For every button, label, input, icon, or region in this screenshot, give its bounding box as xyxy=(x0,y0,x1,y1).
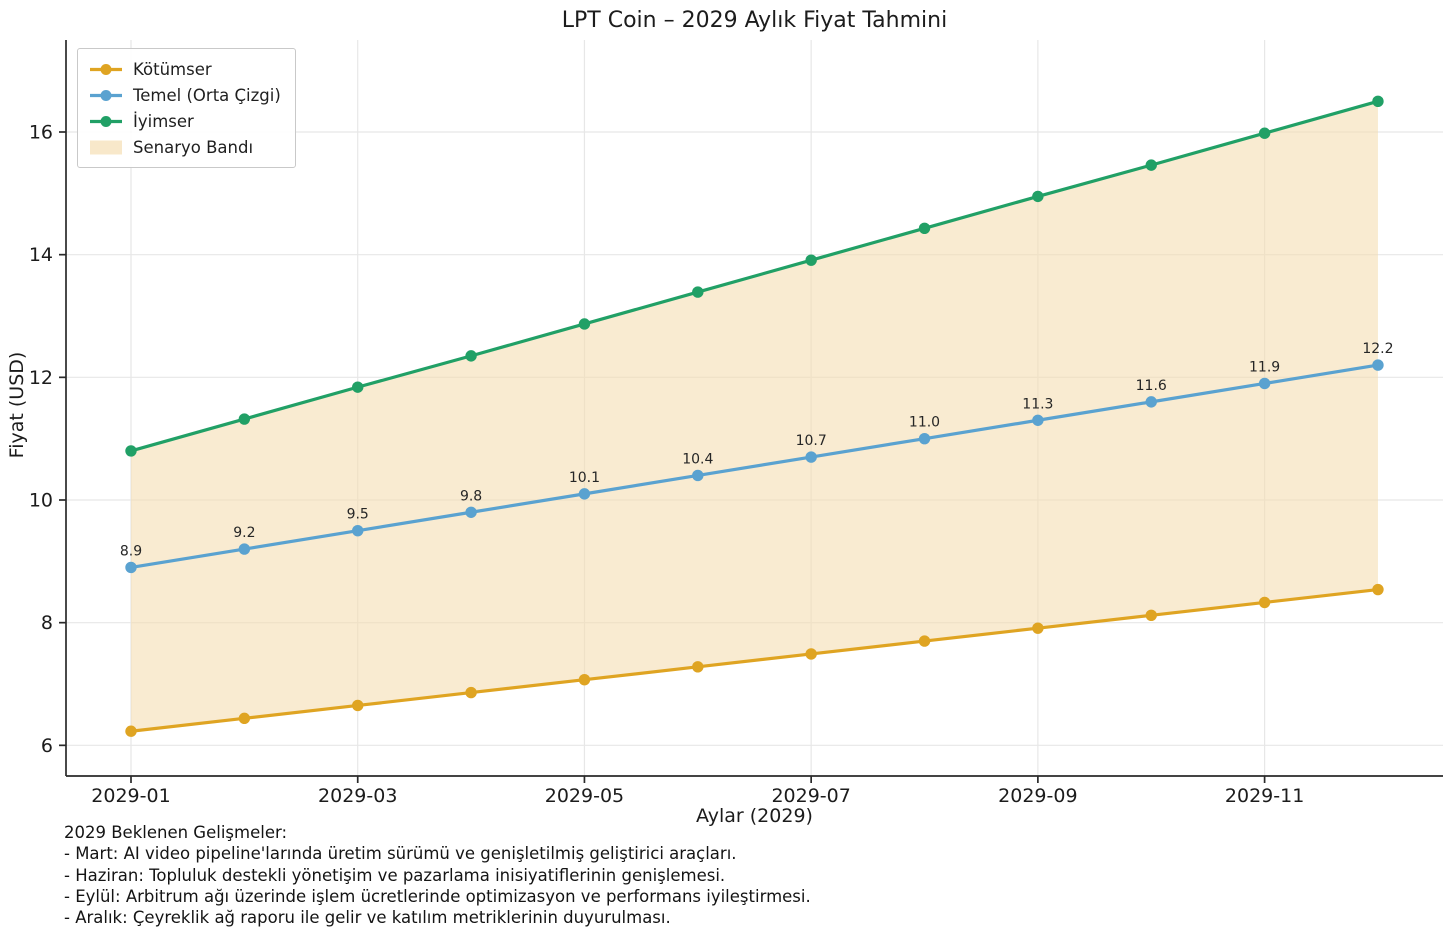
series-marker-i-yimser xyxy=(1145,159,1157,171)
point-label: 11.6 xyxy=(1136,378,1167,394)
legend-item-k-t-mser: Kötümser xyxy=(90,56,281,82)
footer-notes: 2029 Beklenen Gelişmeler: - Mart: AI vid… xyxy=(64,822,811,928)
point-label: 9.8 xyxy=(460,488,482,504)
series-marker-k-t-mser xyxy=(352,699,364,712)
point-label: 11.3 xyxy=(1022,396,1053,412)
y-tick-label: 10 xyxy=(29,490,53,512)
x-tick-label: 2029-01 xyxy=(91,785,170,807)
y-tick-label: 6 xyxy=(41,735,53,757)
series-marker-k-t-mser xyxy=(125,725,137,737)
series-marker-i-yimser xyxy=(1032,190,1044,203)
legend-label: Kötümser xyxy=(133,59,212,79)
x-tick-label: 2029-05 xyxy=(545,785,624,807)
series-marker-k-t-mser xyxy=(1032,622,1044,634)
legend-label: Senaryo Bandı xyxy=(133,137,254,157)
series-marker-k-t-mser xyxy=(918,635,931,647)
point-label: 11.9 xyxy=(1249,359,1280,375)
series-marker-temel-orta-izgi xyxy=(238,543,251,555)
legend-item-i-yimser: İyimser xyxy=(90,108,281,134)
series-marker-i-yimser xyxy=(692,286,704,298)
legend-line-swatch xyxy=(90,115,122,127)
series-marker-i-yimser xyxy=(1372,95,1384,108)
series-marker-i-yimser xyxy=(238,413,251,425)
legend-label: İyimser xyxy=(133,111,194,131)
scenario-band xyxy=(131,101,1378,732)
point-label: 10.1 xyxy=(569,470,600,486)
point-label: 9.2 xyxy=(233,525,255,541)
legend-line-swatch xyxy=(90,63,122,75)
footer-heading: 2029 Beklenen Gelişmeler: xyxy=(64,823,288,842)
y-tick-label: 8 xyxy=(41,612,53,634)
series-marker-temel-orta-izgi xyxy=(465,506,477,518)
footer-note-line: - Eylül: Arbitrum ağı üzerinde işlem ücr… xyxy=(64,886,811,906)
x-axis-label: Aylar (2029) xyxy=(696,805,813,827)
legend: Kötümser Temel (Orta Çizgi) İyimser Senaryo… xyxy=(77,48,296,168)
point-label: 8.9 xyxy=(120,543,142,559)
series-marker-i-yimser xyxy=(352,381,364,393)
series-marker-temel-orta-izgi xyxy=(1145,396,1157,408)
series-line-i-yimser xyxy=(129,99,1380,453)
point-label: 11.0 xyxy=(909,415,940,431)
y-tick-label: 16 xyxy=(29,122,53,144)
legend-line-swatch xyxy=(90,89,122,101)
point-label: 10.4 xyxy=(682,451,713,467)
series-marker-temel-orta-izgi xyxy=(1258,377,1271,390)
footer-note-line: - Haziran: Topluluk destekli yönetişim v… xyxy=(64,865,726,885)
series-marker-temel-orta-izgi xyxy=(578,488,591,500)
chart-title: LPT Coin – 2029 Aylık Fiyat Tahmini xyxy=(561,8,948,33)
y-tick-label: 12 xyxy=(29,367,53,389)
point-label: 12.2 xyxy=(1362,341,1393,357)
series-marker-k-t-mser xyxy=(1258,596,1271,609)
footer-note-line: - Mart: AI video pipeline'larında üretim… xyxy=(64,844,737,864)
series-marker-k-t-mser xyxy=(1145,609,1157,622)
series-marker-i-yimser xyxy=(918,222,931,234)
series-marker-i-yimser xyxy=(578,318,591,330)
series-marker-k-t-mser xyxy=(1372,583,1384,596)
series-marker-temel-orta-izgi xyxy=(692,469,704,482)
legend-label: Temel (Orta Çizgi) xyxy=(133,85,281,105)
series-line-k-t-mser xyxy=(129,587,1380,733)
series-marker-k-t-mser xyxy=(465,686,477,699)
series-marker-i-yimser xyxy=(125,445,137,457)
series-marker-temel-orta-izgi xyxy=(805,451,817,463)
point-label: 10.7 xyxy=(796,433,827,449)
series-marker-temel-orta-izgi xyxy=(1032,414,1044,426)
x-tick-label: 2029-07 xyxy=(771,785,850,807)
series-marker-k-t-mser xyxy=(238,712,251,725)
series-marker-i-yimser xyxy=(1258,127,1271,139)
series-marker-temel-orta-izgi xyxy=(1372,359,1384,371)
series-marker-temel-orta-izgi xyxy=(125,561,137,574)
series-marker-k-t-mser xyxy=(578,674,591,686)
series-line-temel-orta-izgi xyxy=(129,363,1380,570)
series-marker-i-yimser xyxy=(465,350,477,362)
series-marker-i-yimser xyxy=(805,254,817,266)
series-marker-temel-orta-izgi xyxy=(918,432,931,445)
y-tick-label: 14 xyxy=(29,244,53,266)
footer-note-line: - Aralık: Çeyreklik ağ raporu ile gelir … xyxy=(64,908,671,928)
x-tick-label: 2029-09 xyxy=(998,785,1077,807)
x-tick-label: 2029-11 xyxy=(1225,785,1304,807)
series-marker-k-t-mser xyxy=(692,661,704,673)
y-axis-label: Fiyat (USD) xyxy=(6,351,28,459)
series-marker-k-t-mser xyxy=(805,648,817,660)
legend-item-temel-orta-izgi: Temel (Orta Çizgi) xyxy=(90,82,281,108)
legend-item-senaryo-band: Senaryo Bandı xyxy=(90,134,281,160)
x-tick-label: 2029-03 xyxy=(318,785,397,807)
series-marker-temel-orta-izgi xyxy=(352,524,364,537)
legend-band-swatch xyxy=(90,140,122,154)
point-label: 9.5 xyxy=(347,507,369,523)
